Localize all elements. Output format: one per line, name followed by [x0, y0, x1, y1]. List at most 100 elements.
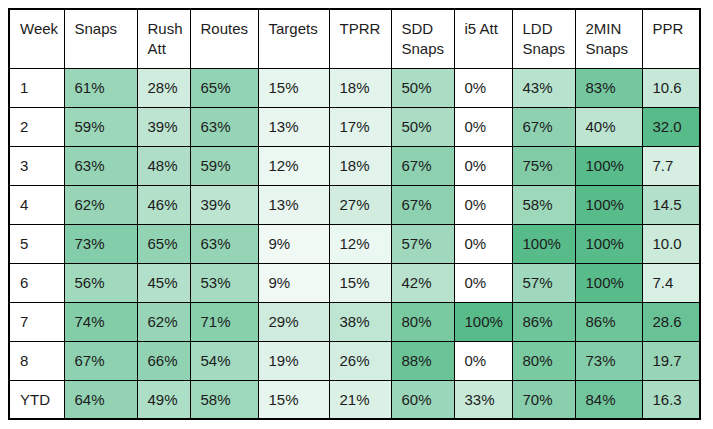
- stat-cell[interactable]: 65%: [190, 68, 258, 107]
- stat-cell[interactable]: 62%: [64, 185, 137, 224]
- column-header-tprr[interactable]: TPRR: [329, 9, 391, 68]
- week-cell[interactable]: 6: [9, 263, 64, 302]
- stat-cell[interactable]: 64%: [64, 380, 137, 419]
- week-cell[interactable]: 3: [9, 146, 64, 185]
- stat-cell[interactable]: 7.7: [642, 146, 700, 185]
- column-header-snaps[interactable]: Snaps: [64, 9, 137, 68]
- week-cell[interactable]: 7: [9, 302, 64, 341]
- week-cell[interactable]: 8: [9, 341, 64, 380]
- stat-cell[interactable]: 73%: [64, 224, 137, 263]
- week-cell[interactable]: 4: [9, 185, 64, 224]
- week-cell[interactable]: 2: [9, 107, 64, 146]
- stat-cell[interactable]: 10.0: [642, 224, 700, 263]
- stat-cell[interactable]: 0%: [454, 107, 512, 146]
- stat-cell[interactable]: 58%: [190, 380, 258, 419]
- stat-cell[interactable]: 7.4: [642, 263, 700, 302]
- stat-cell[interactable]: 63%: [190, 224, 258, 263]
- stat-cell[interactable]: 21%: [329, 380, 391, 419]
- stat-cell[interactable]: 62%: [137, 302, 190, 341]
- stat-cell[interactable]: 100%: [454, 302, 512, 341]
- week-cell[interactable]: 1: [9, 68, 64, 107]
- stat-cell[interactable]: 67%: [391, 146, 454, 185]
- stat-cell[interactable]: 29%: [258, 302, 329, 341]
- stat-cell[interactable]: 43%: [512, 68, 575, 107]
- stat-cell[interactable]: 54%: [190, 341, 258, 380]
- stat-cell[interactable]: 59%: [64, 107, 137, 146]
- stat-cell[interactable]: 0%: [454, 146, 512, 185]
- stat-cell[interactable]: 27%: [329, 185, 391, 224]
- stat-cell[interactable]: 67%: [512, 107, 575, 146]
- stat-cell[interactable]: 38%: [329, 302, 391, 341]
- stat-cell[interactable]: 84%: [575, 380, 642, 419]
- stat-cell[interactable]: 10.6: [642, 68, 700, 107]
- stat-cell[interactable]: 28.6: [642, 302, 700, 341]
- stat-cell[interactable]: 48%: [137, 146, 190, 185]
- stat-cell[interactable]: 86%: [575, 302, 642, 341]
- stat-cell[interactable]: 57%: [512, 263, 575, 302]
- stat-cell[interactable]: 17%: [329, 107, 391, 146]
- stat-cell[interactable]: 18%: [329, 146, 391, 185]
- stat-cell[interactable]: 50%: [391, 68, 454, 107]
- stat-cell[interactable]: 74%: [64, 302, 137, 341]
- stat-cell[interactable]: 75%: [512, 146, 575, 185]
- stat-cell[interactable]: 19%: [258, 341, 329, 380]
- stat-cell[interactable]: 40%: [575, 107, 642, 146]
- stat-cell[interactable]: 63%: [190, 107, 258, 146]
- column-header-2min-snaps[interactable]: 2MIN Snaps: [575, 9, 642, 68]
- column-header-week[interactable]: Week: [9, 9, 64, 68]
- stat-cell[interactable]: 46%: [137, 185, 190, 224]
- stat-cell[interactable]: 0%: [454, 224, 512, 263]
- stat-cell[interactable]: 70%: [512, 380, 575, 419]
- stat-cell[interactable]: 100%: [512, 224, 575, 263]
- stat-cell[interactable]: 67%: [391, 185, 454, 224]
- stat-cell[interactable]: 15%: [258, 380, 329, 419]
- stat-cell[interactable]: 14.5: [642, 185, 700, 224]
- stat-cell[interactable]: 100%: [575, 263, 642, 302]
- stat-cell[interactable]: 15%: [258, 68, 329, 107]
- stat-cell[interactable]: 80%: [391, 302, 454, 341]
- stat-cell[interactable]: 0%: [454, 185, 512, 224]
- week-cell[interactable]: 5: [9, 224, 64, 263]
- column-header-ppr[interactable]: PPR: [642, 9, 700, 68]
- stat-cell[interactable]: 58%: [512, 185, 575, 224]
- stat-cell[interactable]: 13%: [258, 185, 329, 224]
- stat-cell[interactable]: 9%: [258, 263, 329, 302]
- stat-cell[interactable]: 67%: [64, 341, 137, 380]
- stat-cell[interactable]: 26%: [329, 341, 391, 380]
- stat-cell[interactable]: 0%: [454, 263, 512, 302]
- stat-cell[interactable]: 9%: [258, 224, 329, 263]
- stat-cell[interactable]: 59%: [190, 146, 258, 185]
- stat-cell[interactable]: 49%: [137, 380, 190, 419]
- stat-cell[interactable]: 71%: [190, 302, 258, 341]
- stat-cell[interactable]: 56%: [64, 263, 137, 302]
- stat-cell[interactable]: 100%: [575, 185, 642, 224]
- stat-cell[interactable]: 0%: [454, 341, 512, 380]
- stat-cell[interactable]: 19.7: [642, 341, 700, 380]
- stat-cell[interactable]: 61%: [64, 68, 137, 107]
- week-cell[interactable]: YTD: [9, 380, 64, 419]
- stat-cell[interactable]: 50%: [391, 107, 454, 146]
- column-header-i5-att[interactable]: i5 Att: [454, 9, 512, 68]
- stat-cell[interactable]: 0%: [454, 68, 512, 107]
- stat-cell[interactable]: 12%: [329, 224, 391, 263]
- stat-cell[interactable]: 12%: [258, 146, 329, 185]
- stat-cell[interactable]: 28%: [137, 68, 190, 107]
- stat-cell[interactable]: 15%: [329, 263, 391, 302]
- stat-cell[interactable]: 65%: [137, 224, 190, 263]
- column-header-routes[interactable]: Routes: [190, 9, 258, 68]
- stat-cell[interactable]: 18%: [329, 68, 391, 107]
- stat-cell[interactable]: 33%: [454, 380, 512, 419]
- stat-cell[interactable]: 57%: [391, 224, 454, 263]
- stat-cell[interactable]: 83%: [575, 68, 642, 107]
- stat-cell[interactable]: 73%: [575, 341, 642, 380]
- stat-cell[interactable]: 32.0: [642, 107, 700, 146]
- stat-cell[interactable]: 45%: [137, 263, 190, 302]
- column-header-sdd-snaps[interactable]: SDD Snaps: [391, 9, 454, 68]
- stat-cell[interactable]: 13%: [258, 107, 329, 146]
- stat-cell[interactable]: 88%: [391, 341, 454, 380]
- column-header-ldd-snaps[interactable]: LDD Snaps: [512, 9, 575, 68]
- stat-cell[interactable]: 60%: [391, 380, 454, 419]
- column-header-targets[interactable]: Targets: [258, 9, 329, 68]
- stat-cell[interactable]: 66%: [137, 341, 190, 380]
- stat-cell[interactable]: 39%: [137, 107, 190, 146]
